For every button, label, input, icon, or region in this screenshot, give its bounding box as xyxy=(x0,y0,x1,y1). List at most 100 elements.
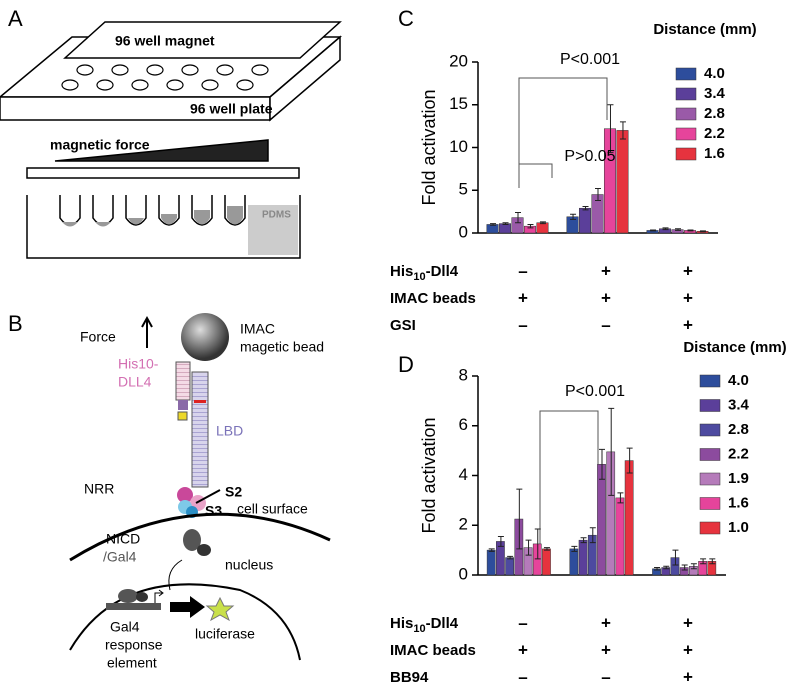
error-bar xyxy=(570,213,577,220)
row-label-suffix: -Dll4 xyxy=(426,263,459,280)
row-label-sub: 10 xyxy=(413,623,425,635)
y-tick-label: 4 xyxy=(459,465,468,484)
row-label: IMAC beads xyxy=(390,290,476,307)
legend-swatch xyxy=(699,423,721,437)
membrane xyxy=(69,512,331,562)
bar xyxy=(624,460,634,576)
legend-label: 1.6 xyxy=(704,145,725,162)
error-bar xyxy=(527,223,534,229)
error-bar xyxy=(607,104,614,154)
magnet-label: 96 well magnet xyxy=(115,33,215,49)
force-label: magnetic force xyxy=(50,137,150,153)
wells xyxy=(61,64,269,91)
row-label: IMAC beads xyxy=(390,642,476,659)
legend-swatch xyxy=(675,127,697,141)
sign: + xyxy=(518,640,528,659)
label: Gal4 xyxy=(110,619,140,635)
nrr xyxy=(177,487,193,503)
error-bar xyxy=(497,535,504,547)
legend-label: 1.9 xyxy=(728,470,749,487)
dll4 xyxy=(175,361,191,401)
plate-side xyxy=(269,35,341,122)
legend-label: 2.2 xyxy=(704,125,725,142)
label: LBD xyxy=(216,423,243,439)
error-bar xyxy=(488,548,495,552)
label: cell surface xyxy=(237,501,308,517)
bar xyxy=(569,548,579,576)
error-bar xyxy=(580,537,587,544)
label: S2 xyxy=(225,484,242,500)
row-label-sub: 10 xyxy=(413,271,425,283)
label: magetic bead xyxy=(240,339,324,355)
error-bar xyxy=(626,447,633,474)
bar xyxy=(597,464,606,576)
error-bar xyxy=(687,229,694,232)
label: NICD xyxy=(106,531,140,547)
error-bar xyxy=(599,448,605,480)
panel-a: A 96 well magnet 96 well plate magnetic … xyxy=(0,6,343,259)
panel-b: B Force IMAC magetic bead His10- DLL4 LB… xyxy=(8,311,331,671)
legend-title: Distance (mm) xyxy=(683,339,786,356)
sign: + xyxy=(683,667,693,686)
bar xyxy=(542,548,551,576)
bar xyxy=(486,224,499,234)
y-tick-label: 0 xyxy=(459,564,468,583)
error-bar xyxy=(490,223,497,226)
bar xyxy=(499,223,512,234)
error-bar xyxy=(589,527,596,544)
sign: – xyxy=(601,315,610,334)
row-label-text: His xyxy=(390,263,413,280)
annotation: P<0.001 xyxy=(565,383,625,400)
error-bar xyxy=(700,558,707,565)
sign: – xyxy=(601,667,610,686)
magnet xyxy=(63,21,342,59)
error-bar xyxy=(502,222,509,225)
y-tick-label: 8 xyxy=(459,365,468,384)
row-label-text: GSI xyxy=(390,317,416,334)
label: /Gal4 xyxy=(103,549,137,565)
y-axis-label: Fold activation xyxy=(419,89,439,205)
nicd xyxy=(183,529,201,551)
pdms-label: PDMS xyxy=(262,210,291,221)
legend-swatch xyxy=(675,147,697,161)
y-tick-label: 5 xyxy=(459,180,468,199)
error-bar xyxy=(539,221,546,225)
legend-swatch xyxy=(675,87,697,101)
error-bar xyxy=(619,121,626,140)
error-bar xyxy=(617,492,624,504)
tag xyxy=(177,411,188,421)
legend-swatch xyxy=(699,521,721,535)
label: S3 xyxy=(205,503,222,519)
y-tick-label: 15 xyxy=(449,94,468,113)
linker xyxy=(178,400,188,410)
legend-swatch xyxy=(675,67,697,81)
row-label-text: BB94 xyxy=(390,669,429,686)
magnet-bar xyxy=(26,167,300,179)
legend-swatch xyxy=(699,448,721,461)
force-wedge xyxy=(54,139,269,162)
row-label-text: IMAC beads xyxy=(390,642,476,659)
sign: + xyxy=(601,288,611,307)
error-bar xyxy=(608,407,615,496)
legend-title: Distance (mm) xyxy=(653,21,756,38)
bar xyxy=(536,222,549,234)
factor xyxy=(118,589,138,603)
bar xyxy=(579,207,592,234)
error-bar xyxy=(650,229,657,232)
brackets xyxy=(518,77,608,545)
label: Force xyxy=(80,329,116,345)
legend-swatch xyxy=(699,374,721,388)
sign: – xyxy=(518,261,527,280)
legend-swatch xyxy=(699,472,721,486)
pdms xyxy=(248,205,298,255)
bar xyxy=(616,130,629,234)
panel-label: D xyxy=(398,352,414,377)
sign: + xyxy=(683,315,693,334)
error-bar xyxy=(681,564,688,571)
error-bar xyxy=(709,558,716,565)
sign: + xyxy=(683,288,693,307)
legend-label: 4.0 xyxy=(728,372,749,389)
bar xyxy=(505,557,514,576)
annotation: P>0.05 xyxy=(564,148,615,165)
